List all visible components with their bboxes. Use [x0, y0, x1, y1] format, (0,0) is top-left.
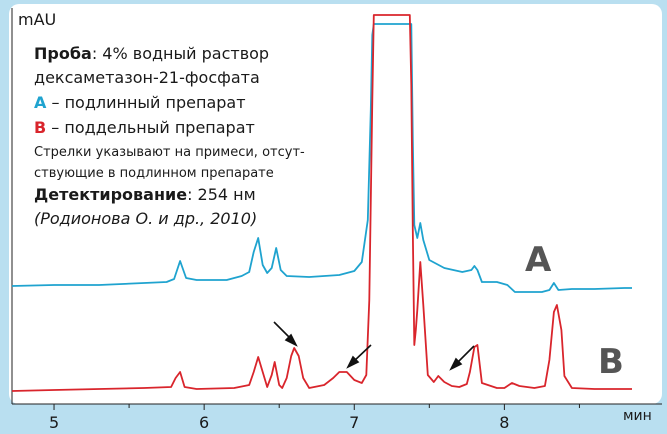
annotation-detection-label: Детектирование [34, 185, 187, 204]
x-tick-label: 7 [349, 413, 359, 432]
annotation-detection-text: : 254 нм [187, 185, 256, 204]
annotation-block: Проба: 4% водный раствор дексаметазон-21… [34, 44, 305, 228]
annotation-sample-label: Проба [34, 44, 92, 63]
annotation-citation: (Родионова О. и др., 2010) [34, 209, 257, 228]
arrow-1 [273, 321, 298, 347]
annotation-a-text: – подлинный препарат [46, 93, 245, 112]
x-axis-label: мин [623, 408, 652, 424]
arrow-3 [449, 345, 475, 371]
annotation-b: В – поддельный препарат [34, 118, 255, 137]
annotation-a: А – подлинный препарат [34, 93, 246, 112]
annotation-arrows-note-2: ствующие в подлинном препарате [34, 166, 274, 181]
chart-series [11, 14, 632, 392]
series-line-b [11, 14, 632, 392]
series-label-a: A [525, 240, 552, 280]
series-labels: AB [525, 240, 624, 382]
annotation-b-letter: В [34, 118, 46, 137]
annotation-a-letter: А [34, 93, 47, 112]
annotation-b-text: – поддельный препарат [46, 118, 255, 137]
annotation-sample: Проба: 4% водный раствор [34, 44, 269, 63]
x-tick-label: 5 [49, 413, 59, 432]
annotation-arrows-note-1: Стрелки указывают на примеси, отсут- [34, 145, 305, 160]
plot-area [9, 4, 662, 404]
x-tick-label: 6 [199, 413, 209, 432]
annotation-sample-text: : 4% водный раствор [92, 44, 269, 63]
annotation-detection: Детектирование: 254 нм [34, 185, 256, 204]
arrow-2 [346, 344, 372, 369]
series-line-a [11, 23, 632, 293]
y-axis-label: mAU [18, 10, 56, 29]
impurity-arrows [273, 321, 475, 371]
x-ticks: 5 6 7 8 [49, 404, 580, 432]
series-label-b: B [598, 342, 624, 382]
x-tick-label: 8 [499, 413, 509, 432]
annotation-compound: дексаметазон-21-фосфата [34, 68, 260, 87]
